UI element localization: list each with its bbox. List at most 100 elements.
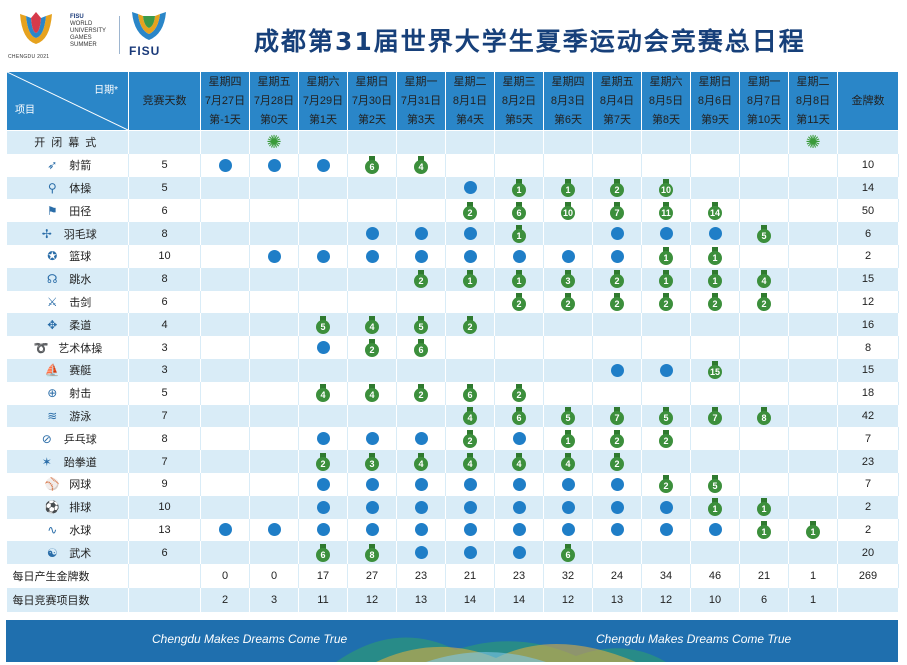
corner-item-label: 项目 — [15, 105, 35, 116]
sport-row: ➶ 射箭 5 6 4 10 — [6, 153, 899, 177]
schedule-cell — [200, 336, 250, 359]
medal-count: 5 — [561, 410, 575, 425]
schedule-cell — [200, 427, 250, 451]
summary-value: 13 — [592, 588, 642, 613]
schedule-cell — [788, 381, 838, 405]
medal-event-icon: 2 — [610, 292, 624, 311]
schedule-cell — [249, 336, 299, 359]
medal-count: 2 — [463, 205, 477, 220]
schedule-cell — [445, 472, 495, 496]
date-header: 星期六 8月5日 第8天 — [641, 71, 691, 131]
medal-event-icon: 6 — [414, 338, 428, 357]
gold-medals-cell — [837, 130, 899, 154]
schedule-cell — [592, 222, 642, 245]
date-header: 星期一 7月31日 第3天 — [396, 71, 446, 131]
competition-days-cell: 5 — [128, 153, 201, 177]
sport-name: 乒乓球 — [63, 433, 97, 446]
medal-count: 1 — [659, 274, 673, 289]
schedule-cell — [739, 358, 789, 382]
medal-count: 8 — [365, 547, 379, 562]
medal-count: 2 — [659, 433, 673, 448]
date-header: 星期二 8月8日 第11天 — [788, 71, 838, 131]
ceremony-firework-icon: ✺ — [266, 132, 282, 153]
schedule-cell — [543, 130, 593, 154]
schedule-cell — [445, 495, 495, 519]
schedule-cell — [298, 336, 348, 359]
medal-count: 1 — [708, 251, 722, 266]
competition-days-cell — [128, 588, 201, 613]
schedule-cell — [396, 358, 446, 382]
corner-header-cell: 日期* 项目 — [6, 71, 129, 131]
schedule-cell: 7 — [690, 404, 740, 428]
schedule-cell — [641, 313, 691, 337]
schedule-cell — [249, 358, 299, 382]
medal-count: 7 — [610, 410, 624, 425]
competition-days-cell: 5 — [128, 176, 201, 200]
summary-value: 1 — [788, 588, 838, 613]
schedule-cell — [592, 358, 642, 382]
summary-value: 12 — [347, 588, 397, 613]
gold-medals-cell: 2 — [837, 244, 899, 268]
schedule-cell — [249, 313, 299, 337]
schedule-cell — [592, 518, 642, 542]
medal-event-icon: 4 — [365, 384, 379, 403]
sport-cell: 开闭幕式 — [6, 130, 129, 154]
schedule-cell — [298, 358, 348, 382]
medal-count: 2 — [414, 274, 428, 289]
medal-event-icon: 1 — [659, 247, 673, 266]
medal-event-icon: 5 — [708, 475, 722, 494]
sport-cell: ∿ 水球 — [6, 518, 129, 542]
medal-count: 1 — [512, 274, 526, 289]
sport-name: 开闭幕式 — [34, 137, 103, 150]
gold-medals-cell: 10 — [837, 153, 899, 177]
schedule-cell: 1 — [690, 244, 740, 268]
schedule-cell: ✺ — [788, 130, 838, 154]
schedule-cell — [592, 541, 642, 565]
sport-name: 击剑 — [69, 296, 92, 309]
competition-day-dot — [267, 523, 281, 537]
summary-label: 每日竞赛项目数 — [6, 588, 129, 613]
schedule-cell: 2 — [445, 313, 495, 337]
schedule-cell — [739, 130, 789, 154]
schedule-cell — [200, 199, 250, 223]
medal-count: 2 — [463, 319, 477, 334]
schedule-cell — [445, 176, 495, 200]
medal-event-icon: 2 — [365, 338, 379, 357]
medal-count: 10 — [659, 182, 673, 197]
medal-event-icon: 1 — [659, 270, 673, 289]
schedule-cell — [788, 495, 838, 519]
schedule-cell — [200, 358, 250, 382]
schedule-cell — [249, 495, 299, 519]
schedule-cell: 2 — [592, 450, 642, 473]
sport-cell: ☊ 跳水 — [6, 267, 129, 291]
summary-value: 0 — [200, 564, 250, 589]
schedule-cell — [396, 541, 446, 565]
schedule-cell: 6 — [494, 199, 544, 223]
sport-row: ⛵ 赛艇 3 15 15 — [6, 358, 899, 382]
athletics-icon: ⚑ — [46, 203, 58, 218]
schedule-cell: 6 — [347, 153, 397, 177]
competition-days-header: 竞赛天数 — [128, 71, 201, 131]
schedule-cell — [788, 313, 838, 337]
schedule-cell: 1 — [739, 495, 789, 519]
schedule-cell — [200, 450, 250, 473]
sport-name: 艺术体操 — [58, 342, 103, 355]
schedule-cell — [200, 541, 250, 565]
schedule-cell — [690, 427, 740, 451]
competition-day-dot — [512, 432, 526, 446]
schedule-cell — [690, 130, 740, 154]
schedule-cell — [249, 244, 299, 268]
competition-days-cell: 10 — [128, 244, 201, 268]
schedule-cell — [690, 381, 740, 405]
competition-day-dot — [463, 523, 477, 537]
summary-value: 14 — [494, 588, 544, 613]
competition-day-dot — [365, 477, 379, 491]
competition-day-dot — [561, 477, 575, 491]
sport-cell: ⚑ 田径 — [6, 199, 129, 223]
summary-value: 10 — [690, 588, 740, 613]
schedule-cell — [298, 267, 348, 291]
summary-row: 每日竞赛项目数 2 3 11 12 13 14 14 12 13 12 10 6 1 — [6, 588, 899, 613]
schedule-cell: 2 — [298, 450, 348, 473]
medal-event-icon: 2 — [708, 292, 722, 311]
schedule-cell — [347, 427, 397, 451]
